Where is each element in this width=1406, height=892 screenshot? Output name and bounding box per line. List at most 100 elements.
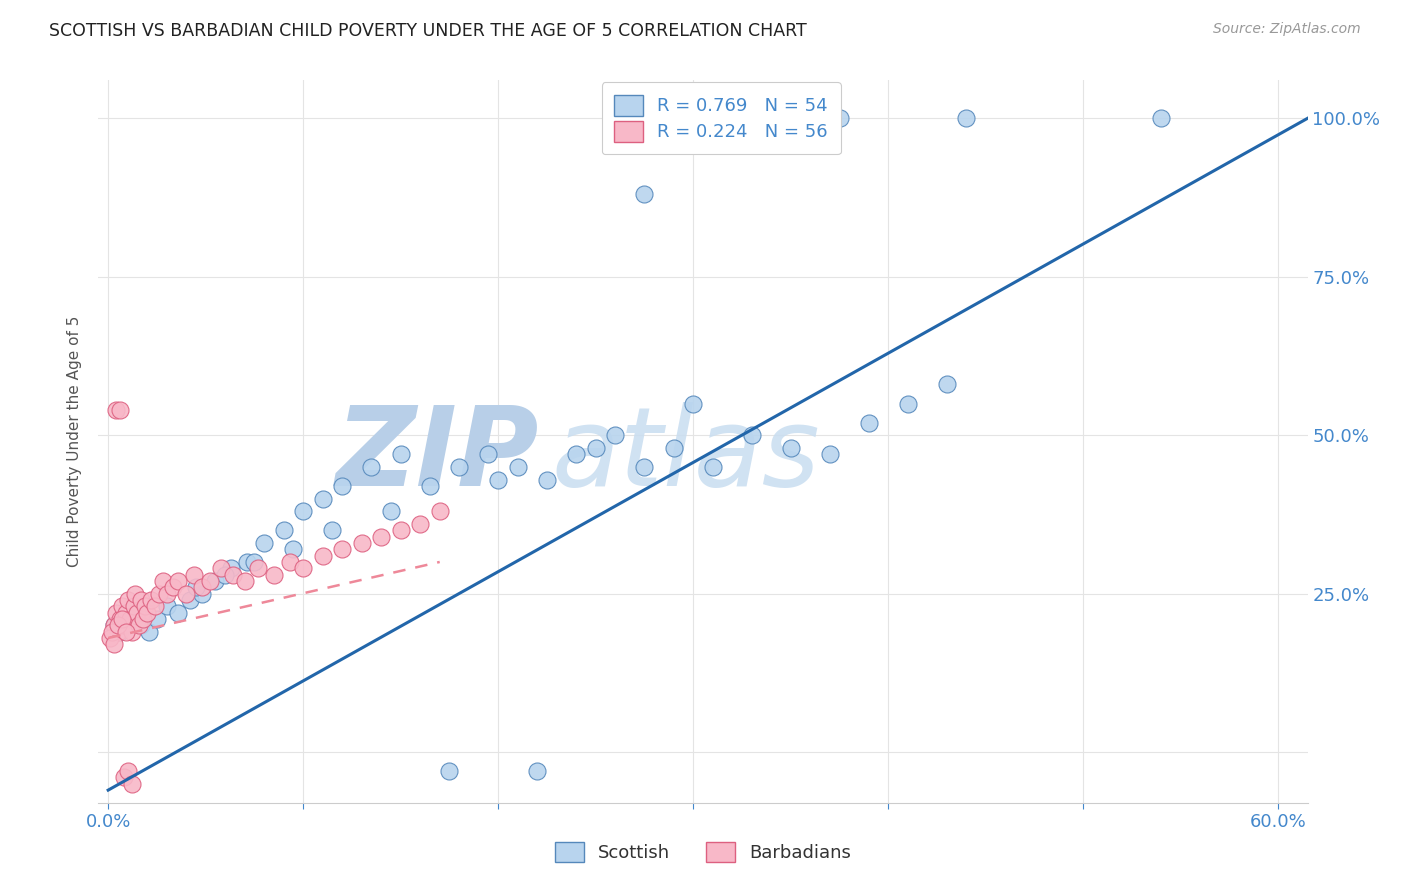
Point	[330, 542, 353, 557]
Point	[935, 377, 957, 392]
Point	[214, 567, 236, 582]
Point	[633, 459, 655, 474]
Point	[818, 447, 841, 461]
Point	[247, 561, 270, 575]
Point	[148, 587, 170, 601]
Point	[198, 574, 221, 588]
Point	[662, 441, 685, 455]
Point	[283, 542, 305, 557]
Point	[605, 428, 627, 442]
Point	[233, 574, 256, 588]
Point	[121, 777, 143, 791]
Point	[389, 523, 412, 537]
Point	[107, 618, 129, 632]
Point	[108, 624, 131, 639]
Point	[124, 587, 146, 601]
Point	[897, 396, 920, 410]
Point	[330, 479, 353, 493]
Point	[243, 555, 266, 569]
Point	[112, 771, 135, 785]
Point	[128, 618, 150, 632]
Point	[146, 612, 169, 626]
Point	[152, 574, 174, 588]
Point	[162, 580, 184, 594]
Point	[174, 587, 197, 601]
Point	[278, 555, 301, 569]
Point	[104, 402, 127, 417]
Point	[623, 112, 645, 126]
Point	[419, 479, 441, 493]
Point	[565, 447, 588, 461]
Point	[156, 599, 179, 614]
Point	[118, 612, 141, 626]
Point	[741, 428, 763, 442]
Point	[486, 473, 509, 487]
Point	[179, 593, 201, 607]
Point	[312, 549, 335, 563]
Point	[108, 612, 131, 626]
Point	[143, 599, 166, 614]
Point	[235, 555, 257, 569]
Point	[858, 416, 880, 430]
Point	[132, 612, 155, 626]
Point	[263, 567, 285, 582]
Text: SCOTTISH VS BARBADIAN CHILD POVERTY UNDER THE AGE OF 5 CORRELATION CHART: SCOTTISH VS BARBADIAN CHILD POVERTY UNDE…	[49, 22, 807, 40]
Point	[138, 624, 160, 639]
Point	[429, 504, 451, 518]
Point	[321, 523, 343, 537]
Point	[114, 624, 136, 639]
Y-axis label: Child Poverty Under the Age of 5: Child Poverty Under the Age of 5	[67, 316, 83, 567]
Point	[122, 599, 145, 614]
Point	[156, 587, 179, 601]
Point	[292, 561, 315, 575]
Point	[108, 402, 131, 417]
Point	[449, 459, 471, 474]
Point	[222, 567, 245, 582]
Point	[121, 624, 143, 639]
Point	[536, 473, 558, 487]
Text: Source: ZipAtlas.com: Source: ZipAtlas.com	[1213, 22, 1361, 37]
Point	[439, 764, 461, 778]
Point	[1150, 112, 1173, 126]
Point	[139, 593, 162, 607]
Text: ZIP: ZIP	[336, 402, 540, 509]
Point	[104, 606, 127, 620]
Point	[191, 587, 214, 601]
Text: atlas: atlas	[551, 402, 821, 509]
Point	[380, 504, 402, 518]
Point	[389, 447, 412, 461]
Point	[779, 441, 801, 455]
Point	[183, 567, 205, 582]
Point	[98, 631, 121, 645]
Point	[117, 764, 139, 778]
Point	[526, 764, 548, 778]
Point	[103, 618, 125, 632]
Point	[117, 612, 139, 626]
Point	[370, 530, 392, 544]
Point	[477, 447, 499, 461]
Point	[312, 491, 335, 506]
Point	[167, 606, 190, 620]
Point	[134, 599, 156, 614]
Point	[112, 618, 135, 632]
Point	[955, 112, 977, 126]
Legend: Scottish, Barbadians: Scottish, Barbadians	[547, 834, 859, 870]
Point	[101, 624, 124, 639]
Point	[136, 606, 159, 620]
Point	[117, 593, 139, 607]
Point	[184, 580, 207, 594]
Point	[253, 536, 276, 550]
Point	[409, 516, 432, 531]
Point	[107, 624, 129, 639]
Point	[167, 574, 190, 588]
Point	[292, 504, 315, 518]
Point	[122, 606, 145, 620]
Point	[127, 606, 149, 620]
Point	[682, 396, 704, 410]
Point	[111, 599, 134, 614]
Point	[506, 459, 529, 474]
Point	[111, 612, 134, 626]
Point	[702, 459, 724, 474]
Point	[585, 441, 607, 455]
Point	[273, 523, 295, 537]
